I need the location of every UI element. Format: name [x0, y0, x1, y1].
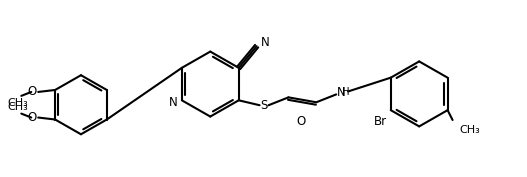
Text: CH₃: CH₃ [460, 125, 480, 135]
Text: O: O [27, 111, 36, 124]
Text: O: O [27, 85, 36, 98]
Text: N: N [169, 96, 178, 109]
Text: CH₃: CH₃ [7, 102, 28, 112]
Text: S: S [260, 99, 267, 112]
Text: CH₃: CH₃ [7, 98, 28, 108]
Text: Br: Br [374, 115, 387, 128]
Text: O: O [296, 115, 306, 128]
Text: H: H [342, 87, 349, 97]
Text: N: N [260, 36, 269, 49]
Text: N: N [337, 86, 346, 99]
